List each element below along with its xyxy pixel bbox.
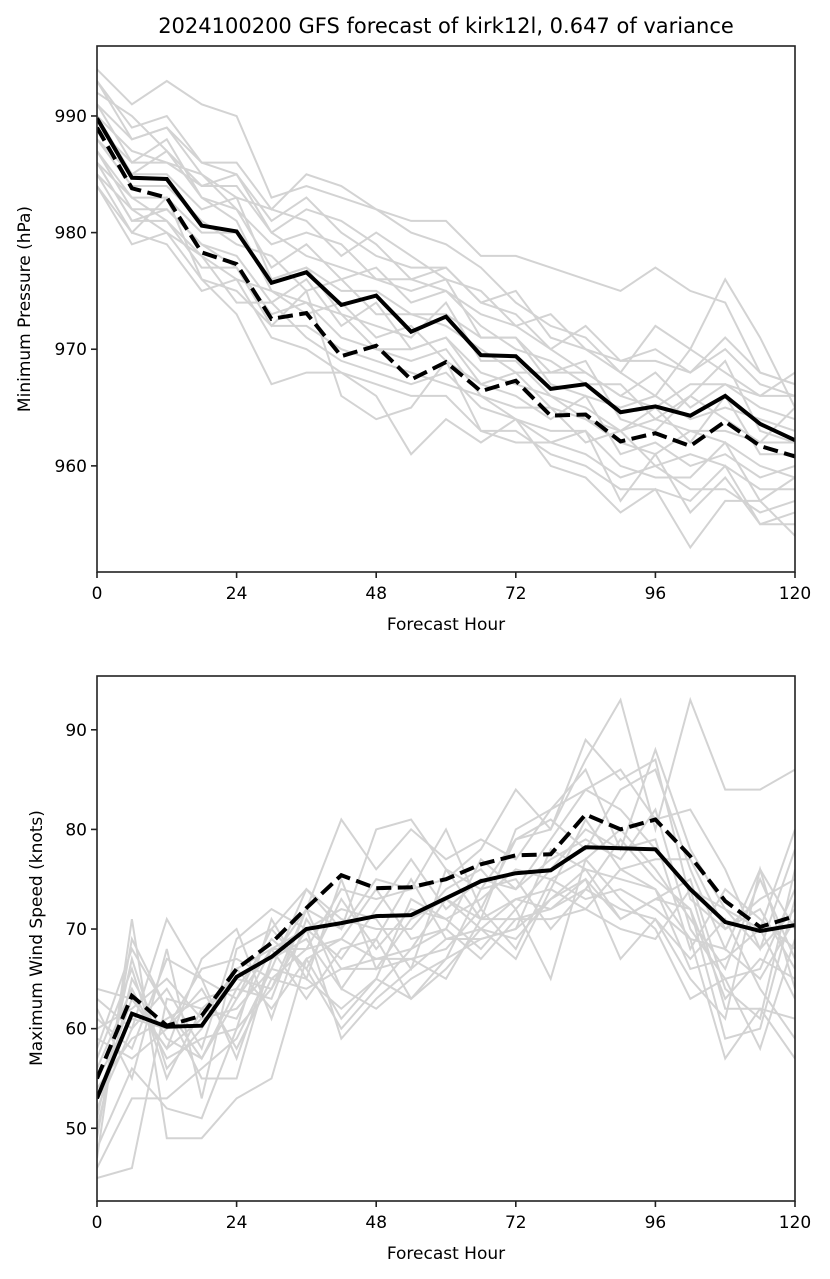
wind-y-tick-label: 90 <box>65 721 87 741</box>
pressure-member-line-12 <box>97 173 795 503</box>
wind-x-tick-label: 72 <box>505 1213 527 1233</box>
wind-mean-line <box>97 845 795 1100</box>
wind-x-ticks: 0 24 48 72 96 120 <box>92 1201 811 1233</box>
pressure-x-tick-label: 48 <box>365 584 387 604</box>
pressure-member-line-8 <box>97 150 795 456</box>
pressure-y-tick-label: 960 <box>55 457 87 477</box>
wind-axes-frame <box>96 675 796 1202</box>
pressure-member-line-3 <box>97 103 795 398</box>
pressure-member-line-13 <box>97 173 795 514</box>
wind-member-line-19 <box>97 867 795 1169</box>
wind-x-tick-label: 96 <box>645 1213 667 1233</box>
wind-member-line-3 <box>97 737 795 1129</box>
pressure-y-axis-label: Minimum Pressure (hPa) <box>15 206 35 412</box>
pressure-member-line-19 <box>97 80 795 386</box>
pressure-x-ticks: 0 24 48 72 96 120 <box>92 572 811 604</box>
wind-member-line-2 <box>97 768 795 1139</box>
wind-member-line-15 <box>97 886 795 1099</box>
pressure-member-line-0 <box>97 68 795 386</box>
pressure-axes-frame <box>96 45 796 573</box>
wind-member-line-6 <box>97 828 795 1099</box>
wind-y-tick-label: 60 <box>65 1020 87 1040</box>
pressure-x-tick-label: 120 <box>779 584 811 604</box>
pressure-reconstruction-line <box>97 126 795 459</box>
wind-y-tick-label: 50 <box>65 1119 87 1139</box>
pressure-x-tick-label: 24 <box>226 584 248 604</box>
pressure-member-line-16 <box>97 162 795 526</box>
pressure-member-line-4 <box>97 115 795 421</box>
wind-x-tick-label: 120 <box>779 1213 811 1233</box>
pressure-x-tick-label: 72 <box>505 584 527 604</box>
wind-y-tick-label: 80 <box>65 820 87 840</box>
pressure-x-tick-label: 0 <box>92 584 103 604</box>
wind-member-line-18 <box>97 868 795 1149</box>
wind-x-tick-label: 0 <box>92 1213 103 1233</box>
pressure-y-tick-label: 970 <box>55 340 87 360</box>
chart-title: 2024100200 GFS forecast of kirk12l, 0.64… <box>158 14 734 38</box>
pressure-member-line-15 <box>97 185 795 550</box>
pressure-member-line-11 <box>97 162 795 491</box>
pressure-y-ticks: 960 970 980 990 <box>55 107 97 477</box>
pressure-member-line-1 <box>97 80 795 409</box>
pressure-mean-line <box>97 117 795 443</box>
wind-panel: 0 24 48 72 96 120 50 60 70 80 90 Forecast Hour Ma… <box>27 675 811 1264</box>
pressure-member-line-14 <box>97 185 795 526</box>
pressure-ensemble-members <box>97 68 795 550</box>
wind-ensemble-members <box>97 696 795 1180</box>
wind-y-ticks: 50 60 70 80 90 <box>65 721 97 1139</box>
pressure-x-tick-label: 96 <box>645 584 667 604</box>
pressure-member-line-18 <box>97 103 795 409</box>
wind-x-tick-label: 48 <box>365 1213 387 1233</box>
pressure-member-line-6 <box>97 138 795 432</box>
wind-y-axis-label: Maximum Wind Speed (knots) <box>27 810 47 1066</box>
wind-reconstruction-line <box>97 812 795 1080</box>
wind-member-line-17 <box>97 865 795 1051</box>
pressure-y-tick-label: 990 <box>55 107 87 127</box>
wind-x-axis-label: Forecast Hour <box>387 1244 505 1264</box>
wind-member-line-4 <box>97 768 795 1119</box>
wind-x-tick-label: 24 <box>226 1213 248 1233</box>
wind-y-tick-label: 70 <box>65 920 87 940</box>
pressure-y-tick-label: 980 <box>55 224 87 244</box>
pressure-x-axis-label: Forecast Hour <box>387 615 505 635</box>
pressure-member-line-17 <box>97 115 795 444</box>
wind-member-line-13 <box>97 857 795 1052</box>
